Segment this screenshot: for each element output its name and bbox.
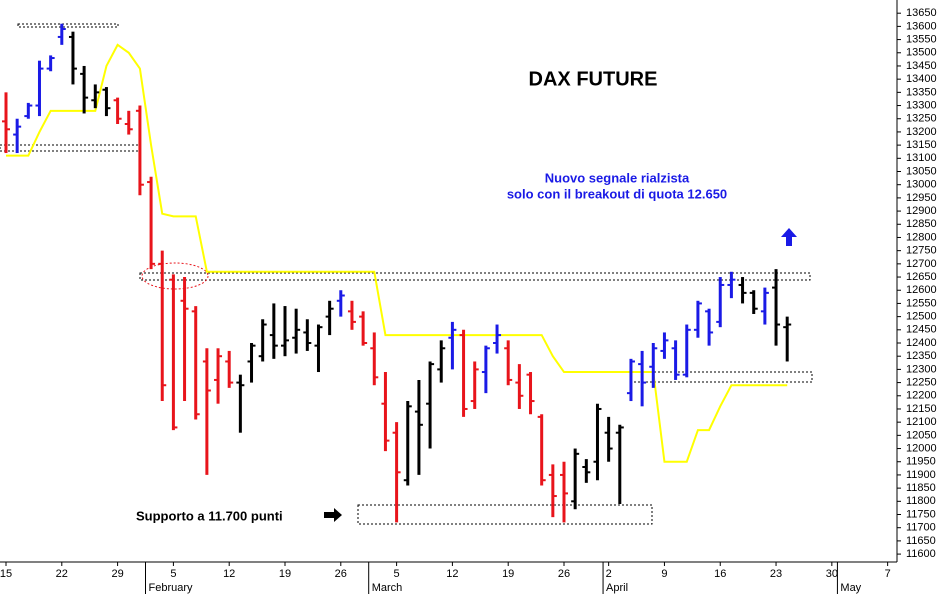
y-tick-label: 12850 (906, 218, 937, 230)
y-tick-label: 13450 (906, 60, 937, 72)
y-tick-label: 12000 (906, 442, 937, 454)
breakout-box (139, 272, 811, 281)
x-tick-label: 5 (170, 568, 176, 580)
stop-line (6, 43, 788, 463)
y-tick-label: 11900 (906, 469, 936, 481)
y-tick-label: 13550 (906, 33, 937, 45)
y-tick-label: 13000 (906, 179, 937, 191)
y-tick-label: 13100 (906, 152, 937, 164)
y-tick-label: 12500 (906, 311, 937, 323)
month-label: April (606, 582, 628, 594)
resistance-box (17, 23, 119, 28)
x-tick-label: 9 (661, 568, 667, 580)
x-tick-label: 30 (826, 568, 838, 580)
y-tick-label: 13050 (906, 165, 937, 177)
y-tick-label: 13500 (906, 47, 937, 59)
x-tick-label: 5 (394, 568, 400, 580)
plot (2, 23, 792, 523)
y-tick-label: 12750 (906, 245, 937, 257)
y-tick-label: 12150 (906, 403, 937, 415)
arrow (781, 228, 797, 246)
x-tick-label: 15 (0, 568, 12, 580)
month-label: February (149, 582, 194, 594)
y-tick-label: 12950 (906, 192, 937, 204)
month-label: March (372, 582, 403, 594)
y-tick-label: 11600 (906, 548, 936, 560)
level-box (629, 371, 813, 383)
y-tick-label: 12700 (906, 258, 937, 270)
y-tick-label: 13650 (906, 7, 937, 19)
x-tick-label: 26 (558, 568, 570, 580)
x-tick-label: 19 (279, 568, 291, 580)
x-tick-label: 23 (770, 568, 782, 580)
y-tick-label: 11650 (906, 535, 936, 547)
x-tick-label: 19 (502, 568, 514, 580)
y-tick-label: 11950 (906, 456, 936, 468)
y-tick-label: 13600 (906, 20, 937, 32)
y-tick-label: 13200 (906, 126, 937, 138)
y-tick-label: 13400 (906, 73, 937, 85)
x-tick-label: 12 (223, 568, 235, 580)
chart-title: DAX FUTURE (529, 68, 658, 90)
y-tick-label: 13250 (906, 113, 937, 125)
y-tick-label: 12400 (906, 337, 937, 349)
y-tick-label: 12100 (906, 416, 937, 428)
highlight-ellipse (141, 262, 209, 290)
arrow (324, 508, 342, 522)
x-tick-label: 12 (446, 568, 458, 580)
y-tick-label: 13150 (906, 139, 937, 151)
month-label: May (840, 582, 861, 594)
x-tick-label: 2 (606, 568, 612, 580)
y-tick-label: 12900 (906, 205, 937, 217)
y-tick-label: 11750 (906, 508, 936, 520)
y-tick-label: 12050 (906, 429, 937, 441)
support-box (357, 504, 653, 525)
y-tick-label: 12200 (906, 390, 937, 402)
annotation: Nuovo segnale rialzista (545, 170, 690, 185)
y-tick-label: 12550 (906, 297, 937, 309)
y-tick-label: 13300 (906, 99, 937, 111)
y-tick-label: 11700 (906, 522, 936, 534)
y-tick-label: 12450 (906, 324, 937, 336)
y-tick-label: 12600 (906, 284, 937, 296)
y-tick-label: 12800 (906, 231, 937, 243)
x-tick-label: 7 (885, 568, 891, 580)
y-tick-label: 12300 (906, 363, 937, 375)
x-tick-label: 26 (335, 568, 347, 580)
y-tick-label: 11800 (906, 495, 936, 507)
level-box (0, 144, 141, 152)
annotation: Supporto a 11.700 punti (136, 508, 283, 523)
y-tick-label: 12350 (906, 350, 937, 362)
y-tick-label: 11850 (906, 482, 936, 494)
y-tick-label: 12650 (906, 271, 937, 283)
x-tick-label: 16 (714, 568, 726, 580)
annotation: solo con il breakout di quota 12.650 (507, 186, 727, 201)
x-tick-label: 22 (56, 568, 68, 580)
y-tick-label: 12250 (906, 376, 937, 388)
x-tick-label: 29 (111, 568, 123, 580)
y-tick-label: 13350 (906, 86, 937, 98)
